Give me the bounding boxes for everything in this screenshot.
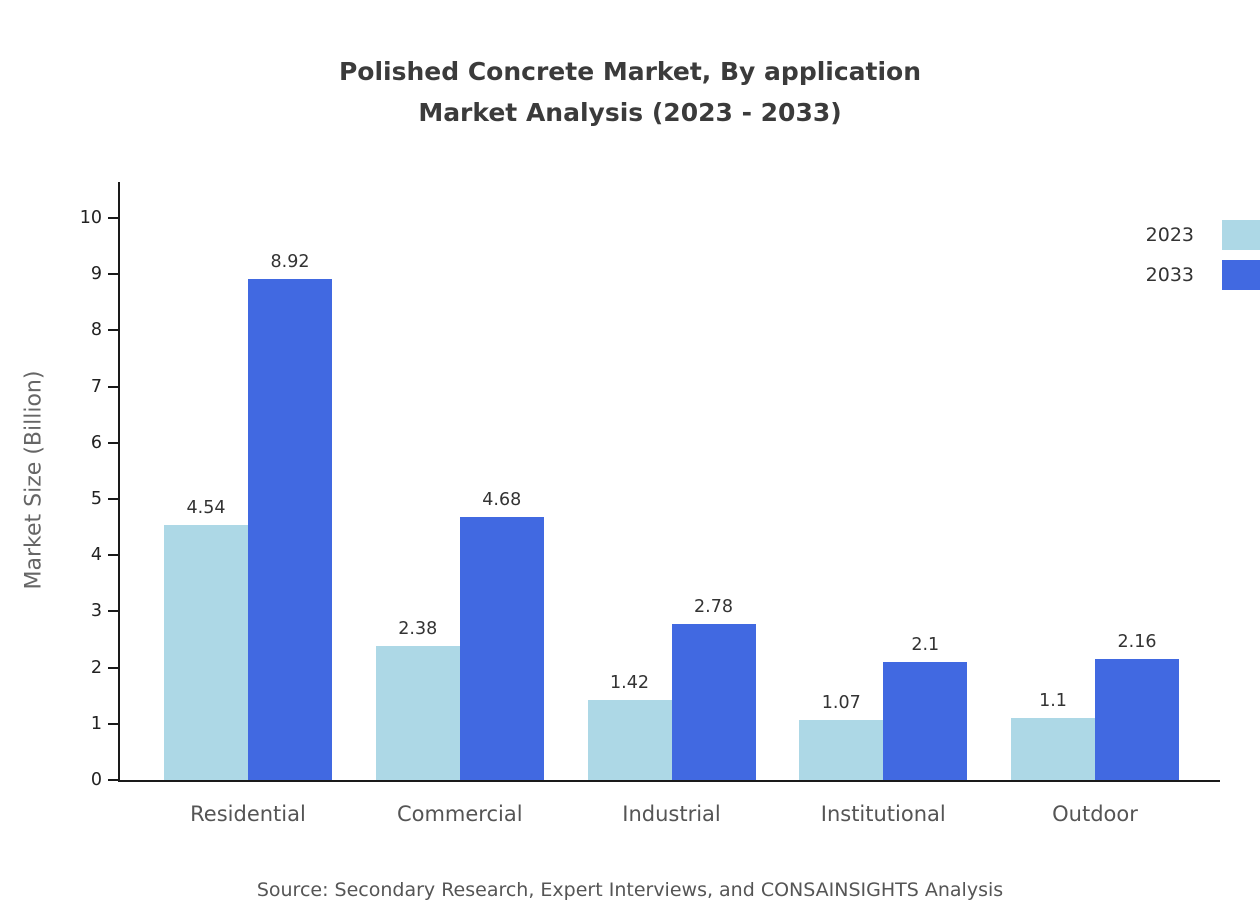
bar-2023-outdoor bbox=[1011, 718, 1095, 780]
y-tick-label: 1 bbox=[90, 713, 102, 734]
bar-value-label-2033-commercial: 4.68 bbox=[482, 489, 522, 510]
y-tick-label: 8 bbox=[90, 320, 102, 341]
y-tick-mark bbox=[108, 779, 118, 781]
bar-2023-residential bbox=[164, 524, 248, 780]
legend-label-2023: 2023 bbox=[1145, 224, 1194, 246]
y-tick-mark bbox=[108, 554, 118, 557]
legend-item-2023: 2023 bbox=[1146, 220, 1260, 250]
y-tick-label: 9 bbox=[90, 264, 102, 285]
bar-2033-institutional bbox=[883, 661, 968, 780]
x-category-label-industrial: Industrial bbox=[622, 802, 721, 826]
x-category-label-residential: Residential bbox=[190, 802, 306, 826]
chart-title-line1: Polished Concrete Market, By application bbox=[338, 57, 922, 86]
y-tick-mark bbox=[108, 217, 118, 219]
chart-title: Polished Concrete Market, By application… bbox=[0, 51, 1260, 133]
bar-value-label-2033-institutional: 2.1 bbox=[911, 634, 940, 655]
legend-item-2033: 2033 bbox=[1146, 260, 1260, 290]
bar-2023-industrial bbox=[587, 700, 672, 780]
y-tick-label: 10 bbox=[79, 208, 102, 228]
bar-2033-outdoor bbox=[1095, 658, 1179, 780]
legend-swatch-2033 bbox=[1222, 260, 1260, 290]
bar-value-label-2033-industrial: 2.78 bbox=[694, 596, 733, 617]
legend: 2023 2033 bbox=[1146, 220, 1260, 290]
bar-2033-residential bbox=[248, 278, 332, 780]
bar-2033-commercial bbox=[459, 516, 544, 780]
bar-value-label-2033-outdoor: 2.16 bbox=[1117, 631, 1157, 652]
chart-title-line2: Market Analysis (2023 - 2033) bbox=[418, 98, 842, 127]
x-category-label-outdoor: Outdoor bbox=[1052, 802, 1138, 826]
x-category-label-institutional: Institutional bbox=[820, 802, 946, 826]
y-tick-label: 4 bbox=[90, 545, 102, 566]
y-tick-label: 6 bbox=[90, 432, 102, 453]
y-tick-mark bbox=[108, 441, 118, 444]
y-tick-mark bbox=[108, 273, 118, 276]
y-tick-label: 0 bbox=[90, 770, 102, 790]
y-tick-label: 5 bbox=[90, 489, 102, 509]
y-tick-mark bbox=[108, 610, 118, 613]
plot-area: 0 1 2 3 4 5 6 7 8 9 10 Residential 4.54 8.92 Commercia… bbox=[80, 182, 1220, 826]
y-tick-label: 2 bbox=[90, 657, 102, 678]
y-tick-mark bbox=[108, 329, 118, 332]
x-category-label-commercial: Commercial bbox=[396, 802, 523, 826]
bar-value-label-2023-industrial: 1.42 bbox=[610, 673, 649, 694]
y-tick-mark bbox=[108, 498, 118, 500]
legend-swatch-2023 bbox=[1222, 220, 1260, 250]
y-tick-mark bbox=[108, 666, 118, 669]
source-note: Source: Secondary Research, Expert Inter… bbox=[256, 879, 1004, 901]
bar-value-label-2023-commercial: 2.38 bbox=[398, 619, 438, 640]
y-tick-mark bbox=[108, 385, 118, 388]
bar-2023-institutional bbox=[799, 719, 884, 780]
y-tick-mark bbox=[108, 722, 118, 725]
y-tick-label: 7 bbox=[90, 376, 102, 397]
y-tick-label: 3 bbox=[90, 601, 102, 622]
bar-value-label-2023-institutional: 1.07 bbox=[821, 692, 861, 713]
legend-label-2033: 2033 bbox=[1145, 264, 1194, 286]
bar-value-label-2023-residential: 4.54 bbox=[186, 497, 226, 518]
bar-2023-commercial bbox=[375, 646, 460, 780]
bar-value-label-2023-outdoor: 1.1 bbox=[1039, 691, 1067, 712]
y-axis-label: Market Size (Billion) bbox=[21, 370, 47, 590]
bar-value-label-2033-residential: 8.92 bbox=[270, 251, 310, 272]
bar-2033-industrial bbox=[671, 623, 756, 780]
